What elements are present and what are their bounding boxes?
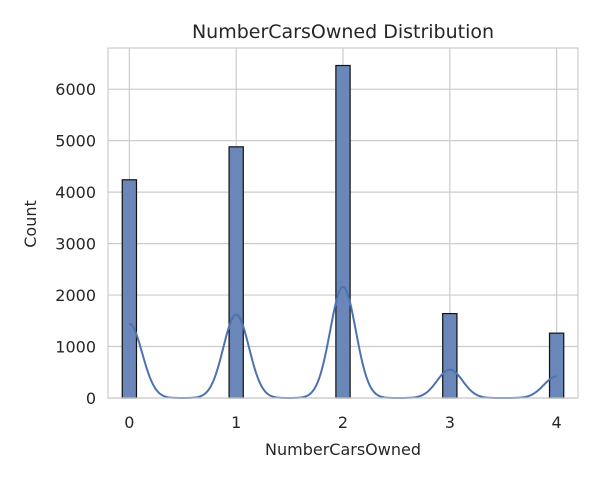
plot-frame: [107, 47, 579, 399]
y-axis-label: Count: [21, 200, 40, 248]
x-tick-label: 1: [231, 413, 241, 432]
x-tick-label: 4: [552, 413, 562, 432]
y-tick-label: 1000: [55, 338, 96, 357]
x-tick-label: 2: [338, 413, 348, 432]
histogram-bar: [335, 64, 351, 399]
y-tick-labels: 0 1000 2000 3000 4000 5000 6000: [55, 80, 96, 408]
y-tick-label: 5000: [55, 132, 96, 151]
y-tick-label: 3000: [55, 235, 96, 254]
histogram-bar: [442, 312, 458, 399]
y-tick-label: 0: [86, 389, 96, 408]
histogram-bar: [548, 332, 565, 399]
y-tick-label: 6000: [55, 80, 96, 99]
x-tick-label: 3: [445, 413, 455, 432]
y-tick-label: 2000: [55, 286, 96, 305]
x-tick-label: 0: [124, 413, 134, 432]
histogram-bar: [228, 146, 244, 399]
kde-curve: [129, 285, 557, 399]
bars-layer: [121, 64, 565, 399]
y-tick-label: 4000: [55, 183, 96, 202]
histogram-bar: [121, 179, 138, 399]
kde-layer: [129, 285, 557, 399]
x-axis-label: NumberCarsOwned: [265, 440, 421, 459]
chart-title: NumberCarsOwned Distribution: [192, 21, 494, 43]
x-tick-labels: 0 1 2 3 4: [124, 413, 561, 432]
